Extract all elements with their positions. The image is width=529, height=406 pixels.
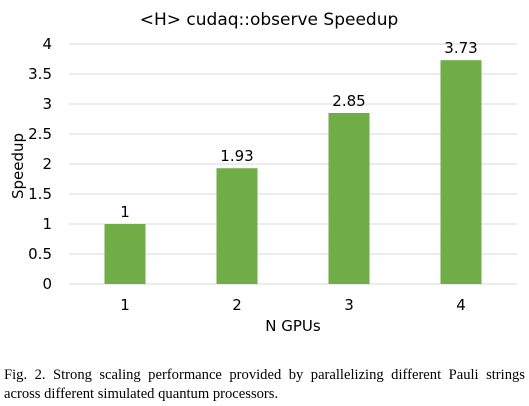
x-tick-label: 1 — [120, 296, 130, 314]
y-tick-labels: 0 0.5 1 1.5 2 2.5 3 3.5 4 — [28, 35, 52, 293]
x-tick-label: 2 — [232, 296, 242, 314]
x-tick-label: 3 — [344, 296, 354, 314]
data-label: 3.73 — [444, 39, 477, 57]
bar — [440, 60, 482, 285]
bar — [216, 168, 258, 284]
y-tick-label: 2.5 — [28, 125, 52, 143]
data-label: 1 — [120, 203, 130, 221]
y-tick-label: 0.5 — [28, 245, 52, 263]
x-tick-labels: 1 2 3 4 — [120, 296, 466, 314]
data-labels: 1 1.93 2.85 3.73 — [120, 39, 477, 221]
y-tick-label: 1 — [42, 215, 52, 233]
x-tick-label: 4 — [456, 296, 466, 314]
chart-title: <H> cudaq::observe Speedup — [140, 10, 399, 30]
y-tick-label: 0 — [42, 275, 52, 293]
bar — [104, 224, 146, 284]
speedup-bar-chart: <H> cudaq::observe Speedup 00.511.522.53… — [9, 10, 517, 335]
y-tick-label: 3 — [42, 95, 52, 113]
y-tick-label: 2 — [42, 155, 52, 173]
x-axis-label: N GPUs — [265, 317, 321, 335]
data-label: 1.93 — [220, 147, 253, 165]
data-label: 2.85 — [332, 92, 365, 110]
y-tick-label: 1.5 — [28, 185, 52, 203]
y-tick-label: 3.5 — [28, 65, 52, 83]
y-tick-label: 4 — [42, 35, 52, 53]
y-axis-label: Speedup — [9, 133, 27, 199]
bars — [104, 60, 482, 285]
figure-caption: Fig. 2. Strong scaling performance provi… — [4, 367, 525, 402]
bar — [328, 113, 370, 284]
